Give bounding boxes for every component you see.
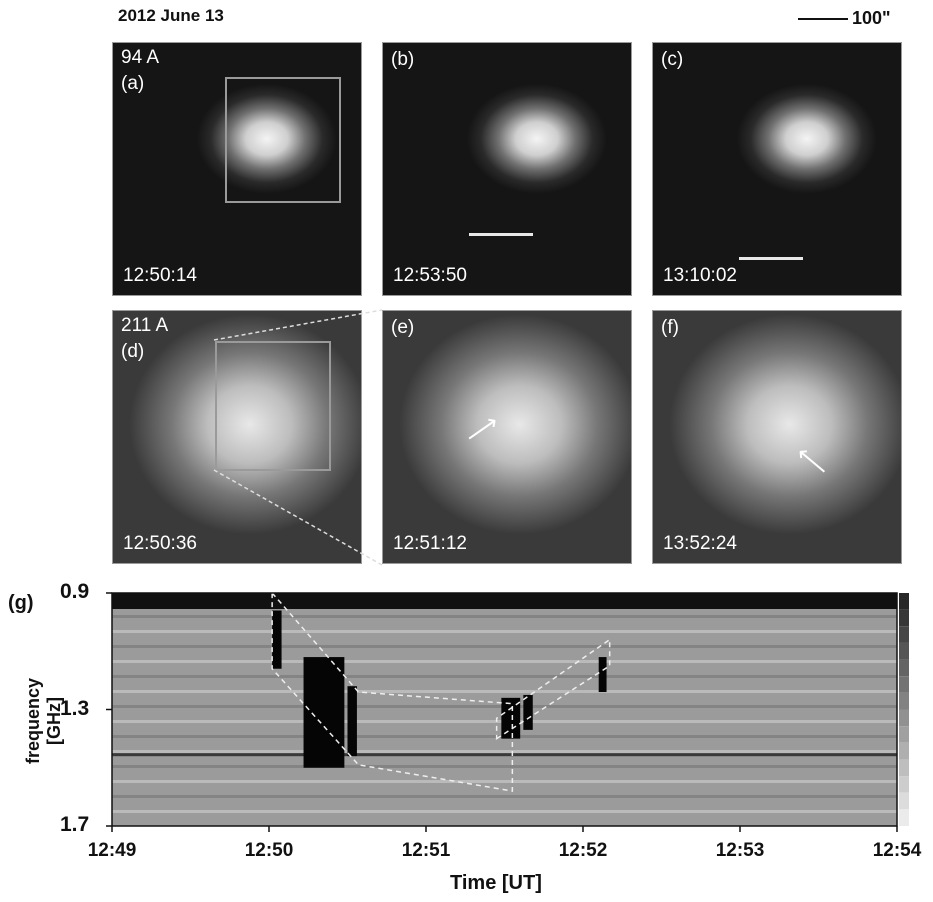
radio-burst xyxy=(347,686,357,757)
colorbar-cell xyxy=(899,676,909,693)
panel-g-label: (g) xyxy=(8,592,34,614)
spectrum-top-band xyxy=(112,593,897,609)
spectrum-stripe xyxy=(112,615,897,618)
panel-e-label: (e) xyxy=(391,317,415,338)
figure-date: 2012 June 13 xyxy=(118,6,224,25)
burst-outline xyxy=(271,590,514,792)
panel-c: (c) 13:10:02 xyxy=(652,42,902,296)
spectrum-stripe xyxy=(112,630,897,633)
panel-d: 211 A (d) 12:50:36 xyxy=(112,310,362,564)
spectrum-stripe xyxy=(112,690,897,693)
scale-bar-label: 100" xyxy=(852,8,891,28)
colorbar-cell xyxy=(899,692,909,710)
spectrum-stripe xyxy=(112,750,897,753)
panel-e: (e) ⟶ 12:51:12 xyxy=(382,310,632,564)
position-marker xyxy=(469,233,533,236)
panel-d-label: (d) xyxy=(121,341,145,362)
panel-a-channel: 94 A xyxy=(121,47,160,68)
panel-f: (f) ⟶ 13:52:24 xyxy=(652,310,902,564)
panel-a-label: (a) xyxy=(121,73,145,94)
x-tick-label: 12:54 xyxy=(872,840,922,861)
spectrum-stripe xyxy=(112,810,897,813)
y-tick-label: 0.9 xyxy=(60,580,90,603)
spectrum-stripe xyxy=(112,675,897,678)
spectrum-stripe xyxy=(112,753,897,757)
x-tick-label: 12:50 xyxy=(244,840,294,861)
colorbar-cell xyxy=(899,626,909,643)
colorbar-cell xyxy=(899,642,909,660)
panel-d-time: 12:50:36 xyxy=(123,533,197,554)
panel-a: 94 A (a) 12:50:14 xyxy=(112,42,362,296)
panel-f-label: (f) xyxy=(661,317,679,338)
region-box xyxy=(215,341,331,471)
panel-a-time: 12:50:14 xyxy=(123,265,197,286)
region-box xyxy=(225,77,341,203)
x-tick-label: 12:51 xyxy=(401,840,451,861)
colorbar-cell xyxy=(899,593,909,610)
radio-burst xyxy=(598,657,607,693)
x-tick-label: 12:52 xyxy=(558,840,608,861)
panel-c-label: (c) xyxy=(661,49,684,70)
panel-b-label: (b) xyxy=(391,49,415,70)
radio-burst xyxy=(523,694,533,730)
spectrum-stripe xyxy=(112,645,897,648)
radio-burst xyxy=(501,697,521,739)
panel-b-time: 12:53:50 xyxy=(393,265,467,286)
colorbar-cell xyxy=(899,609,909,627)
colorbar-cell xyxy=(899,809,909,826)
colorbar-cell xyxy=(899,659,909,677)
spectrum-stripe xyxy=(112,660,897,663)
panel-f-time: 13:52:24 xyxy=(663,533,737,554)
x-tick-label: 12:53 xyxy=(715,840,765,861)
panel-d-channel: 211 A xyxy=(121,315,169,336)
radio-burst xyxy=(303,657,345,768)
scale-bar xyxy=(798,18,848,20)
radio-burst xyxy=(272,610,282,669)
x-axis-label: Time [UT] xyxy=(450,872,542,894)
y-tick-label: 1.7 xyxy=(60,813,90,836)
panel-e-time: 12:51:12 xyxy=(393,533,467,554)
spectrum-stripe xyxy=(112,795,897,798)
colorbar-cell xyxy=(899,792,909,810)
panel-b: (b) 12:53:50 xyxy=(382,42,632,296)
spectrum-stripe xyxy=(112,780,897,783)
x-tick-label: 12:49 xyxy=(87,840,137,861)
panel-c-time: 13:10:02 xyxy=(663,265,737,286)
colorbar-cell xyxy=(899,776,909,793)
colorbar-cell xyxy=(899,759,909,777)
spectrum-stripe xyxy=(112,765,897,768)
position-marker xyxy=(739,257,803,260)
y-tick-label: 1.3 xyxy=(60,696,90,720)
colorbar-cell xyxy=(899,742,909,760)
colorbar-cell xyxy=(899,726,909,743)
colorbar-cell xyxy=(899,709,909,727)
